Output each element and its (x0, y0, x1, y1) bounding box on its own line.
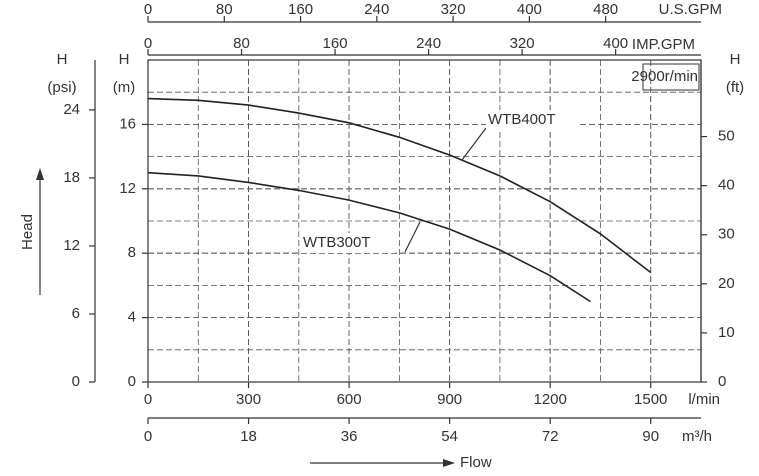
impgpm-tick-label: 80 (233, 35, 250, 52)
usgpm-unit: U.S.GPM (659, 1, 722, 18)
curve-label-bg (301, 233, 395, 253)
psi-axis-head: H (57, 51, 68, 68)
m3h-tick-label: 0 (144, 428, 152, 445)
m-tick-label: 4 (128, 309, 136, 326)
impgpm-unit: IMP.GPM (632, 36, 695, 53)
usgpm-tick-label: 80 (216, 1, 233, 18)
x-tick-label: 900 (437, 391, 462, 408)
m3h-unit: m³/h (682, 428, 712, 445)
pump-curve (147, 171, 591, 303)
x-tick-label: 600 (337, 391, 362, 408)
psi-tick-label: 6 (72, 305, 80, 322)
usgpm-tick-label: 240 (364, 1, 389, 18)
x-title: Flow (460, 454, 492, 471)
m3h-tick-label: 54 (441, 428, 458, 445)
m-tick-label: 12 (119, 180, 136, 197)
speed-box (642, 63, 700, 91)
impgpm-tick-label: 400 (603, 35, 628, 52)
pump-curve (147, 97, 652, 274)
ft-tick-label: 0 (718, 373, 726, 390)
curve-label: WTB300T (303, 234, 371, 251)
x-title-arrowhead (443, 459, 455, 467)
psi-tick-label: 0 (72, 373, 80, 390)
impgpm-tick-label: 160 (323, 35, 348, 52)
speed-label: 2900r/min (631, 68, 698, 85)
impgpm-tick-label: 320 (510, 35, 535, 52)
x-axis-unit: l/min (688, 391, 720, 408)
m-axis-unit: (m) (113, 79, 136, 96)
usgpm-tick-label: 320 (441, 1, 466, 18)
y-title: Head (19, 214, 36, 250)
usgpm-tick-label: 480 (593, 1, 618, 18)
usgpm-tick-label: 400 (517, 1, 542, 18)
impgpm-tick-label: 240 (416, 35, 441, 52)
ft-tick-label: 30 (718, 226, 735, 243)
m3h-tick-label: 18 (240, 428, 257, 445)
m-axis-head: H (119, 51, 130, 68)
usgpm-tick-label: 160 (288, 1, 313, 18)
ft-tick-label: 50 (718, 128, 735, 145)
ft-axis-head: H (730, 51, 741, 68)
psi-tick-label: 18 (63, 169, 80, 186)
ft-tick-label: 20 (718, 275, 735, 292)
curve-label: WTB400T (488, 111, 556, 128)
usgpm-tick-label: 0 (144, 1, 152, 18)
m3h-tick-label: 90 (642, 428, 659, 445)
curve-label-bg (486, 110, 580, 130)
psi-tick-label: 24 (63, 101, 80, 118)
ft-tick-label: 40 (718, 177, 735, 194)
y-title-arrowhead (36, 168, 44, 180)
psi-axis-unit: (psi) (47, 79, 76, 96)
m3h-tick-label: 72 (542, 428, 559, 445)
leader-line (461, 127, 487, 161)
psi-tick-label: 12 (63, 237, 80, 254)
m3h-tick-label: 36 (341, 428, 358, 445)
ft-axis-unit: (ft) (726, 79, 744, 96)
x-tick-label: 300 (236, 391, 261, 408)
impgpm-tick-label: 0 (144, 35, 152, 52)
m-tick-label: 0 (128, 373, 136, 390)
x-tick-label: 0 (144, 391, 152, 408)
leader-line (404, 221, 421, 253)
x-tick-label: 1200 (533, 391, 566, 408)
x-tick-label: 1500 (634, 391, 667, 408)
m-tick-label: 8 (128, 244, 136, 261)
m-tick-label: 16 (119, 115, 136, 132)
ft-tick-label: 10 (718, 324, 735, 341)
